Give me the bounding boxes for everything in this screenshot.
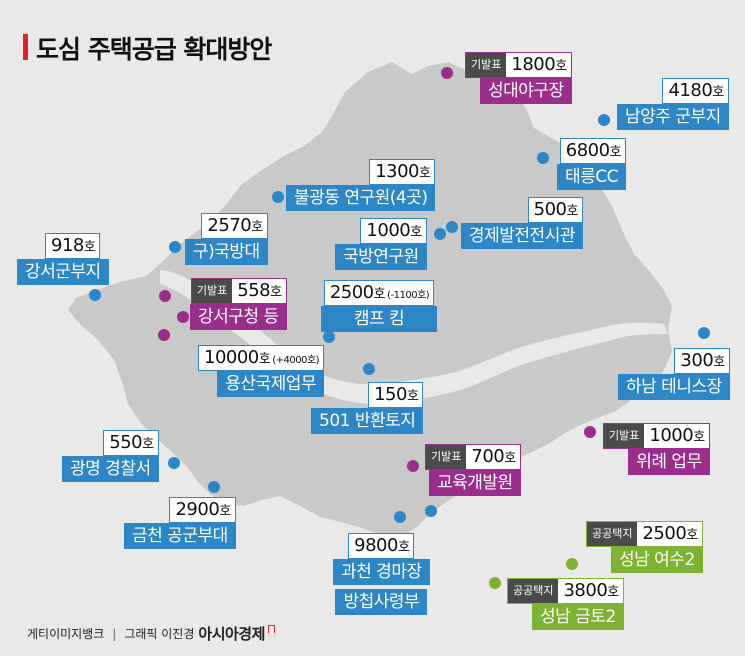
location-dot[interactable] xyxy=(177,311,189,323)
location-dot[interactable] xyxy=(425,505,437,517)
site-label-defense-research[interactable]: 1000호 국방연구원 xyxy=(335,218,427,270)
location-dot[interactable] xyxy=(158,329,170,341)
publisher-mark-icon xyxy=(267,624,275,633)
site-label-bulgwang[interactable]: 1300호 불광동 연구원(4곳) xyxy=(286,159,436,211)
site-label-seongnam-yeosu[interactable]: 공공택지 2500호 성남 여수2 xyxy=(586,521,703,573)
location-dot[interactable] xyxy=(537,152,549,164)
site-label-501[interactable]: 150호 501 반환토지 xyxy=(311,382,424,434)
site-label-gwacheon[interactable]: 9800호 과천 경마장 방첩사령부 xyxy=(333,533,430,615)
location-dot[interactable] xyxy=(489,577,501,589)
site-label-yongsan[interactable]: 10000호 (+4000호) 용산국제업무 xyxy=(198,345,325,397)
site-label-taereung[interactable]: 6800호 태릉CC xyxy=(557,138,627,190)
site-label-hanam[interactable]: 300호 하남 테니스장 xyxy=(618,348,730,400)
location-dot[interactable] xyxy=(323,331,335,343)
location-dot[interactable] xyxy=(584,426,596,438)
site-label-seongdae[interactable]: 기발표 1800호 성대야구장 xyxy=(465,52,572,104)
location-dot[interactable] xyxy=(446,221,458,233)
site-label-camp-kim[interactable]: 2500호 (-1100호) 캠프 킴 xyxy=(321,280,437,332)
site-label-exhibition[interactable]: 500호 경제발전전시관 xyxy=(461,197,583,249)
photo-credit: 게티이미지뱅크 xyxy=(27,627,105,641)
location-dot[interactable] xyxy=(272,191,284,203)
location-dot[interactable] xyxy=(159,290,171,302)
site-label-gangseo-office[interactable]: 기발표 558호 강서구청 등 xyxy=(190,278,287,330)
location-dot[interactable] xyxy=(394,511,406,523)
location-dot[interactable] xyxy=(566,558,578,570)
location-dot[interactable] xyxy=(169,241,181,253)
publisher-logo: 아시아경제 xyxy=(198,625,265,643)
location-dot[interactable] xyxy=(363,363,375,375)
graphic-credit: 그래픽 이진경 xyxy=(124,627,195,641)
site-label-seongnam-geumto[interactable]: 공공택지 3800호 성남 금토2 xyxy=(507,578,624,630)
credit-separator: | xyxy=(112,626,117,641)
location-dot[interactable] xyxy=(89,289,101,301)
location-dot[interactable] xyxy=(168,457,180,469)
page-title: 도심 주택공급 확대방안 xyxy=(36,35,272,64)
location-dot[interactable] xyxy=(441,67,453,79)
site-label-education[interactable]: 기발표 700호 교육개발원 xyxy=(425,444,521,496)
site-label-namyangju[interactable]: 4180호 남양주 군부지 xyxy=(617,78,729,130)
site-label-geumcheon[interactable]: 2900호 금천 공군부대 xyxy=(124,497,236,549)
site-label-gangseo-military[interactable]: 918호 강서군부지 xyxy=(17,233,109,285)
location-dot[interactable] xyxy=(407,460,419,472)
site-label-gwangmyeong[interactable]: 550호 광명 경찰서 xyxy=(62,430,159,482)
site-label-defense-university[interactable]: 2570호 구)국방대 xyxy=(185,213,268,265)
site-label-wirye[interactable]: 기발표 1000호 위례 업무 xyxy=(603,423,710,475)
title-accent-bar xyxy=(23,34,28,60)
location-dot[interactable] xyxy=(434,228,446,240)
location-dot[interactable] xyxy=(208,481,220,493)
location-dot[interactable] xyxy=(698,327,710,339)
footer-credits: 게티이미지뱅크 | 그래픽 이진경 아시아경제 xyxy=(27,623,275,644)
location-dot[interactable] xyxy=(598,114,610,126)
